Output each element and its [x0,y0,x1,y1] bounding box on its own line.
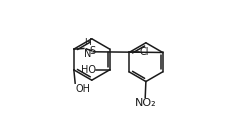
Text: NO₂: NO₂ [135,98,156,108]
Text: Cl: Cl [140,48,149,58]
Text: N: N [84,49,92,59]
Text: H: H [85,38,91,47]
Text: OH: OH [76,84,91,94]
Text: S: S [89,46,95,56]
Text: HO: HO [81,65,96,75]
